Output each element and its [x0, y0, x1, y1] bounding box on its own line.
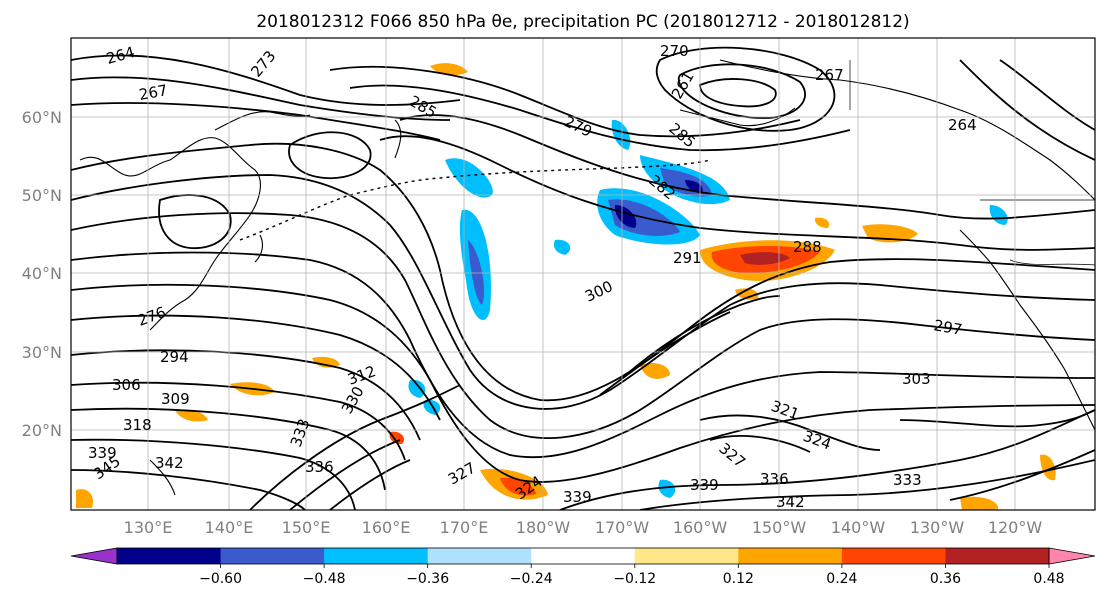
lon-label: 130°W: [910, 518, 965, 537]
contour-label: 294: [160, 348, 189, 366]
contour-label: 342: [155, 454, 184, 472]
contour-label: 339: [563, 488, 592, 506]
contour-label: 306: [112, 376, 141, 394]
neg-anomaly-area: [658, 479, 676, 498]
colorbar-segment: [945, 548, 1050, 564]
colorbar-extend-high: [1048, 547, 1096, 565]
colorbar-extend-low: [70, 547, 118, 565]
colorbar-segment: [324, 548, 429, 564]
pos-anomaly-area: [389, 431, 405, 444]
colorbar-tick-label: −0.36: [406, 571, 449, 587]
colorbar-tick-label: −0.12: [613, 571, 656, 587]
lon-label: 150°E: [282, 518, 331, 537]
neg-anomaly-area: [685, 180, 703, 193]
map-panel: 264 267 270 267 261 264 285 279 282 288 …: [70, 37, 1096, 511]
colorbar-segment: [220, 548, 325, 564]
contour-label: 336: [305, 458, 334, 476]
lat-label: 60°N: [22, 108, 62, 127]
colorbar-segment: [117, 548, 222, 564]
lon-label: 130°E: [124, 518, 173, 537]
lon-label: 120°W: [988, 518, 1043, 537]
pos-anomaly-area: [735, 288, 759, 300]
contour-label: 339: [690, 476, 719, 494]
lat-label: 40°N: [22, 264, 62, 283]
pos-anomaly-area: [960, 496, 999, 510]
colorbar-segment: [841, 548, 946, 564]
dateline-track: [239, 159, 711, 241]
contour-label: 309: [161, 390, 190, 408]
colorbar-frame: [116, 547, 1050, 565]
map-frame: [70, 37, 1096, 511]
political-boundaries: [849, 60, 1095, 266]
longitude-labels: 130°E 140°E 150°E 160°E 170°E 180°W 170°…: [124, 518, 1043, 537]
pos-anomaly-area: [740, 252, 790, 265]
neg-anomaly-area: [989, 205, 1008, 225]
colorbar-tick-label: −0.24: [510, 571, 553, 587]
colorbar-segment: [427, 548, 532, 564]
pos-anomaly-area: [814, 217, 830, 228]
lat-label: 20°N: [22, 421, 62, 440]
colorbar-tick-label: 0.12: [723, 571, 754, 587]
lon-label: 180°W: [516, 518, 571, 537]
lon-label: 140°E: [205, 518, 254, 537]
contour-label: 342: [776, 493, 805, 511]
contour-label: 339: [88, 444, 117, 462]
neg-anomaly-area: [553, 239, 571, 255]
colorbar-segment: [634, 548, 739, 564]
colorbar-tick-label: −0.48: [303, 571, 346, 587]
pos-anomaly-area: [640, 363, 670, 379]
coastlines: [79, 59, 1095, 496]
contour-label: 318: [123, 416, 152, 434]
contour-label: 297: [932, 316, 963, 339]
lon-label: 160°E: [362, 518, 411, 537]
colorbar-tick-label: 0.24: [826, 571, 857, 587]
lon-label: 170°E: [440, 518, 489, 537]
lon-label: 170°W: [595, 518, 650, 537]
contour-label: 336: [760, 470, 789, 488]
neg-anomaly-area: [611, 119, 631, 150]
colorbar-tick-label: 0.48: [1033, 571, 1064, 587]
colorbar-segment: [531, 548, 636, 564]
contour-label: 267: [815, 66, 844, 84]
lon-label: 160°W: [673, 518, 728, 537]
colorbar-tick-label: 0.36: [930, 571, 961, 587]
precip-anomaly-shading: [76, 63, 1056, 510]
contour-label: 267: [138, 81, 169, 104]
map-background: [71, 38, 1095, 510]
contour-label: 303: [902, 370, 931, 388]
colorbar-segment: [738, 548, 843, 564]
contour-label: 333: [893, 471, 922, 489]
lat-label: 50°N: [22, 186, 62, 205]
colorbar-tick-label: −0.60: [199, 571, 242, 587]
lat-label: 30°N: [22, 343, 62, 362]
neg-anomaly-area: [445, 158, 493, 198]
neg-anomaly-area: [614, 205, 637, 228]
lon-label: 150°W: [752, 518, 807, 537]
pos-anomaly-area: [1040, 454, 1056, 481]
colorbar: −0.60 −0.48 −0.36 −0.24 −0.12 0.12 0.24 0.36 0.4…: [70, 547, 1096, 587]
lon-label: 140°W: [831, 518, 886, 537]
contour-label: 291: [673, 249, 702, 267]
neg-anomaly-area: [468, 240, 485, 305]
neg-anomaly-area: [408, 379, 426, 398]
figure-title: 2018012312 F066 850 hPa θe, precipitatio…: [256, 12, 909, 32]
contour-label: 288: [793, 238, 822, 256]
pos-anomaly-area: [312, 356, 340, 368]
pos-anomaly-area: [500, 477, 536, 496]
contour-label: 270: [660, 42, 689, 60]
pos-anomaly-area: [76, 489, 94, 508]
latitude-labels: 60°N 50°N 40°N 30°N 20°N: [22, 108, 62, 440]
contour-label: 264: [948, 116, 977, 134]
gridlines: [71, 38, 1095, 510]
pos-anomaly-area: [175, 409, 208, 422]
